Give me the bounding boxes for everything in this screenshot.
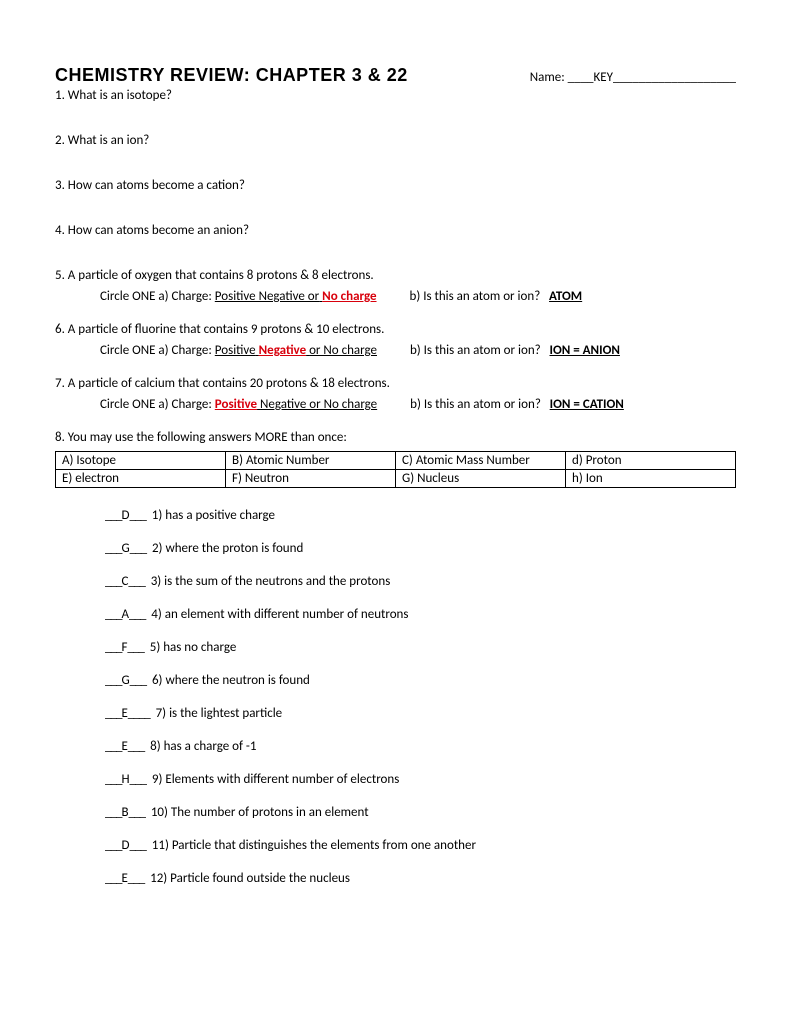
q6-b-label: b) Is this an atom or ion? [410, 343, 541, 358]
option-h: h) Ion [566, 470, 736, 488]
match-text: 1) has a positive charge [152, 508, 275, 523]
match-text: 8) has a charge of -1 [150, 739, 256, 754]
question-5-options: Circle ONE a) Charge: Positive Negative … [55, 289, 736, 304]
question-7-options: Circle ONE a) Charge: Positive Negative … [55, 397, 736, 412]
match-item: ___E___ 12) Particle found outside the n… [105, 871, 736, 886]
q6-answer-charge: Negative [259, 343, 307, 358]
q5-b-answer: ATOM [549, 289, 582, 304]
match-answer: G [121, 541, 129, 556]
option-g: G) Nucleus [396, 470, 566, 488]
match-text: 3) is the sum of the neutrons and the pr… [151, 574, 391, 589]
q6-b-answer: ION = ANION [550, 343, 620, 358]
q5-part-b: b) Is this an atom or ion? ATOM [409, 289, 582, 304]
match-item: ___G___ 2) where the proton is found [105, 541, 736, 556]
q7-b-label: b) Is this an atom or ion? [410, 397, 541, 412]
question-8-stem: 8. You may use the following answers MOR… [55, 430, 736, 445]
q6-part-b: b) Is this an atom or ion? ION = ANION [410, 343, 620, 358]
q7-part-b: b) Is this an atom or ion? ION = CATION [410, 397, 624, 412]
q7-circle-label: Circle ONE a) Charge: [100, 397, 212, 412]
name-field: Name: ____KEY___________________ [530, 70, 736, 85]
match-text: 5) has no charge [150, 640, 237, 655]
option-c: C) Atomic Mass Number [396, 452, 566, 470]
matching-list: ___D___ 1) has a positive charge ___G___… [55, 508, 736, 886]
match-answer: G [121, 673, 129, 688]
match-answer: H [121, 772, 129, 787]
match-item: ___F___ 5) has no charge [105, 640, 736, 655]
option-f: F) Neutron [226, 470, 396, 488]
match-answer: B [121, 805, 128, 820]
match-text: 6) where the neutron is found [152, 673, 310, 688]
match-item: ___H___ 9) Elements with different numbe… [105, 772, 736, 787]
match-item: ___D___ 11) Particle that distinguishes … [105, 838, 736, 853]
match-text: 10) The number of protons in an element [151, 805, 369, 820]
match-text: 9) Elements with different number of ele… [152, 772, 399, 787]
option-e: E) electron [56, 470, 226, 488]
question-7-stem: 7. A particle of calcium that contains 2… [55, 376, 736, 391]
q7-answer-charge: Positive [215, 397, 257, 412]
match-item: ___A___ 4) an element with different num… [105, 607, 736, 622]
question-6-options: Circle ONE a) Charge: Positive Negative … [55, 343, 736, 358]
match-text: 11) Particle that distinguishes the elem… [152, 838, 476, 853]
question-3: 3. How can atoms become a cation? [55, 178, 736, 193]
q5-answer-charge: No charge [322, 289, 376, 304]
q7-opts-plain-2: Negative or No charge [260, 397, 377, 412]
option-d: d) Proton [566, 452, 736, 470]
match-item: ___E___ 8) has a charge of -1 [105, 739, 736, 754]
q6-opts-plain-1: Positive [215, 343, 256, 358]
answer-options-table: A) Isotope B) Atomic Number C) Atomic Ma… [55, 451, 736, 488]
header-row: Chemistry Review: Chapter 3 & 22 Name: _… [55, 65, 736, 86]
question-5-stem: 5. A particle of oxygen that contains 8 … [55, 268, 736, 283]
page-title: Chemistry Review: Chapter 3 & 22 [55, 65, 408, 86]
table-row: E) electron F) Neutron G) Nucleus h) Ion [56, 470, 736, 488]
match-item: ___G___ 6) where the neutron is found [105, 673, 736, 688]
match-item: ___E____ 7) is the lightest particle [105, 706, 736, 721]
question-4: 4. How can atoms become an anion? [55, 223, 736, 238]
match-text: 12) Particle found outside the nucleus [150, 871, 350, 886]
match-item: ___D___ 1) has a positive charge [105, 508, 736, 523]
name-label: Name: [530, 70, 565, 85]
name-value: KEY [594, 70, 613, 85]
q6-circle-label: Circle ONE a) Charge: [100, 343, 212, 358]
match-text: 4) an element with different number of n… [151, 607, 408, 622]
worksheet-page: Chemistry Review: Chapter 3 & 22 Name: _… [0, 0, 791, 1024]
table-row: A) Isotope B) Atomic Number C) Atomic Ma… [56, 452, 736, 470]
match-item: ___C___ 3) is the sum of the neutrons an… [105, 574, 736, 589]
match-text: 2) where the proton is found [152, 541, 303, 556]
option-a: A) Isotope [56, 452, 226, 470]
q6-opts-plain-2: or No charge [309, 343, 377, 358]
option-b: B) Atomic Number [226, 452, 396, 470]
question-6-stem: 6. A particle of fluorine that contains … [55, 322, 736, 337]
match-item: ___B___ 10) The number of protons in an … [105, 805, 736, 820]
match-text: 7) is the lightest particle [153, 706, 283, 721]
question-1: 1. What is an isotope? [55, 88, 736, 103]
match-answer: A [121, 607, 129, 622]
question-2: 2. What is an ion? [55, 133, 736, 148]
q5-b-label: b) Is this an atom or ion? [409, 289, 540, 304]
q5-circle-label: Circle ONE a) Charge: [100, 289, 212, 304]
q5-opts-plain: Positive Negative or [215, 289, 319, 304]
q7-b-answer: ION = CATION [550, 397, 624, 412]
